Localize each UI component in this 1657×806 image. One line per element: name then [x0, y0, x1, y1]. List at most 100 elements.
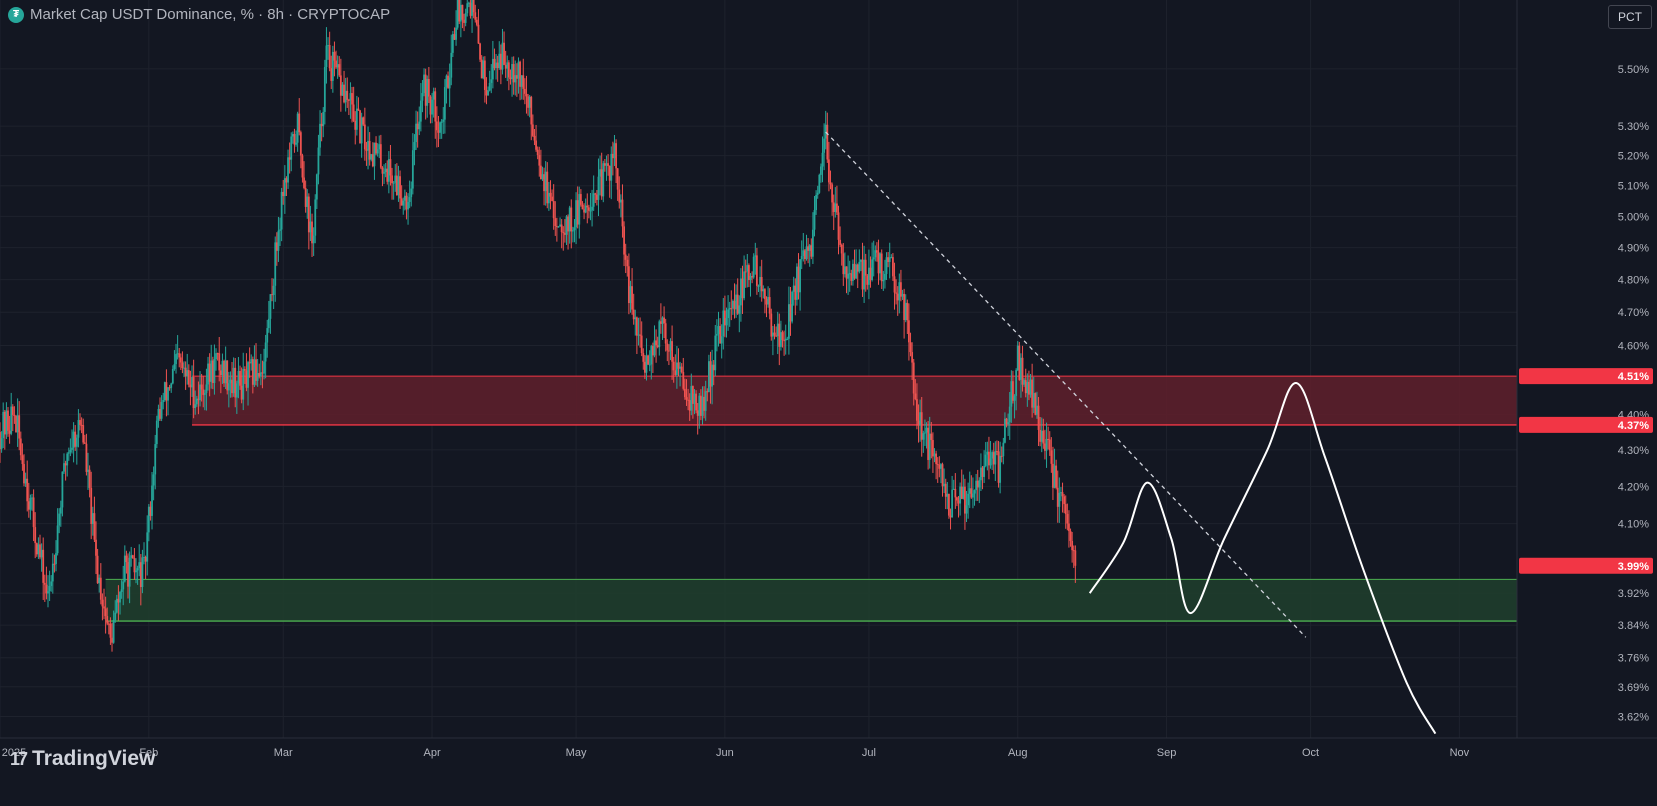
candle-body [666, 343, 669, 351]
candle-body [375, 142, 377, 154]
candle-body [429, 96, 432, 115]
price-tick-label: 5.10% [1618, 181, 1649, 193]
candle-body [267, 318, 270, 329]
candle-body [432, 91, 435, 100]
candle-body [592, 193, 595, 207]
candle-body [88, 469, 91, 488]
candle-body [749, 276, 752, 281]
tradingview-mark-icon: 17 [10, 748, 28, 769]
candle-body [248, 362, 251, 364]
candle-body [555, 226, 558, 228]
candle-body [301, 155, 304, 178]
candle-body [199, 384, 201, 401]
price-tick-label: 4.20% [1618, 481, 1649, 493]
candle-body [491, 58, 494, 80]
candle-body [837, 212, 840, 240]
time-tick-label: Oct [1302, 747, 1319, 759]
candle-body [860, 259, 862, 262]
symbol-title[interactable]: ₮ Market Cap USDT Dominance, % · 8h · CR… [8, 6, 390, 23]
candle-body [66, 453, 69, 466]
candle-body [683, 388, 686, 398]
candle-body [399, 176, 401, 199]
candle-body [772, 332, 774, 337]
candle-body [231, 379, 233, 394]
candle-body [354, 120, 357, 130]
candle-body [722, 310, 725, 337]
candle-body [629, 286, 632, 304]
candle-body [197, 398, 200, 401]
candle-body [234, 367, 237, 398]
candle-body [1044, 443, 1046, 451]
candle-body [146, 532, 149, 562]
candle-body [879, 253, 882, 274]
candle-body [824, 124, 827, 139]
candle-body [751, 276, 753, 278]
candle-body [317, 147, 320, 175]
candle-body [165, 382, 168, 401]
candle-body [643, 361, 646, 373]
candle-body [53, 563, 56, 565]
candle-body [935, 453, 938, 465]
price-tick-label: 4.60% [1618, 341, 1649, 353]
candle-body [712, 364, 715, 371]
tradingview-logo[interactable]: 17 TradingView [10, 747, 155, 771]
candle-body [1066, 514, 1069, 524]
candle-body [1000, 455, 1003, 457]
candle-body [299, 132, 302, 156]
candle-body [152, 474, 155, 486]
candle-body [919, 412, 922, 426]
candle-body [650, 346, 653, 365]
candle-body [35, 543, 38, 555]
price-tick-label: 3.76% [1618, 653, 1649, 665]
candle-body [167, 387, 169, 401]
candle-body [530, 96, 533, 125]
candle-body [154, 444, 157, 475]
candle-body [1016, 345, 1019, 371]
candle-body [578, 194, 581, 225]
candle-body [832, 202, 835, 212]
candle-body [295, 142, 297, 145]
candle-body [916, 399, 918, 421]
candle-body [328, 45, 331, 69]
candle-body [378, 144, 381, 150]
candle-body [1004, 418, 1006, 443]
candle-body [975, 480, 978, 491]
candle-body [1074, 550, 1077, 566]
candle-body [741, 278, 744, 299]
candle-body [359, 110, 361, 144]
candle-body [943, 483, 946, 487]
candle-body [829, 182, 832, 185]
candle-body [298, 113, 301, 133]
candle-body [109, 623, 112, 638]
candle-body [251, 359, 254, 385]
candle-body [533, 135, 536, 141]
price-tick-label: 3.84% [1618, 620, 1649, 632]
candle-body [82, 425, 85, 443]
candle-body [365, 149, 368, 151]
candle-body [863, 259, 866, 290]
candle-body [658, 321, 661, 348]
candle-body [397, 176, 400, 196]
pct-scale-button[interactable]: PCT [1608, 5, 1652, 29]
candle-body [768, 297, 771, 314]
candle-body [808, 245, 811, 251]
candle-body [178, 353, 181, 358]
candle-body [279, 229, 281, 231]
candle-body [959, 486, 962, 504]
candle-body [828, 159, 830, 183]
candle-body [440, 121, 443, 123]
candle-body [554, 218, 557, 227]
candle-body [256, 373, 259, 381]
candle-body [852, 263, 854, 281]
candle-body [463, 19, 465, 23]
price-tick-label: 4.30% [1618, 445, 1649, 457]
candle-body [37, 544, 40, 555]
candle-body [210, 360, 213, 382]
candle-body [655, 340, 657, 346]
candle-body [688, 400, 691, 411]
candle-body [559, 224, 561, 227]
candle-body [168, 387, 171, 389]
candle-body [1060, 492, 1062, 494]
candle-body [932, 440, 934, 457]
